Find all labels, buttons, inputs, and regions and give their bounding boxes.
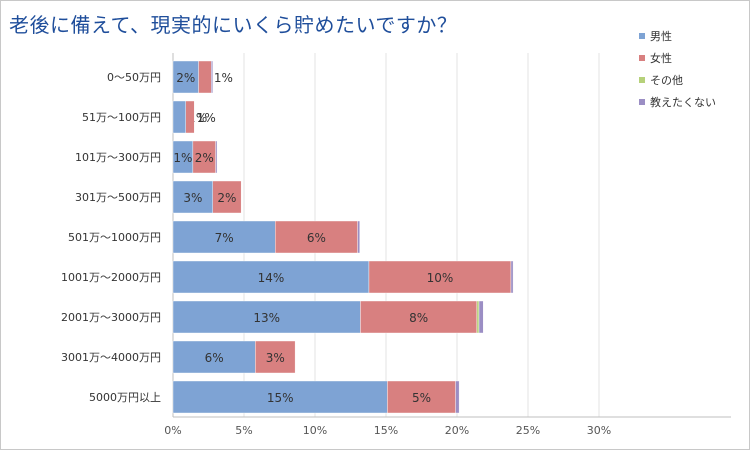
data-label: 6% bbox=[205, 351, 224, 365]
data-label: 13% bbox=[253, 311, 280, 325]
bar-segment bbox=[172, 180, 213, 214]
bar-segment bbox=[255, 340, 296, 374]
category-label: 301万〜500万円 bbox=[75, 191, 161, 204]
data-label: 1% bbox=[173, 151, 192, 165]
bar-segment bbox=[476, 300, 480, 334]
bar-segment bbox=[360, 300, 478, 334]
legend-swatch bbox=[639, 77, 645, 83]
x-tick-label: 5% bbox=[235, 424, 252, 437]
category-label: 5000万円以上 bbox=[89, 391, 161, 404]
category-label: 3001万〜4000万円 bbox=[61, 351, 161, 364]
x-tick-label: 15% bbox=[374, 424, 398, 437]
data-label: 14% bbox=[258, 271, 285, 285]
bar-segment bbox=[198, 60, 212, 94]
x-tick-label: 30% bbox=[587, 424, 611, 437]
data-label: 2% bbox=[176, 71, 195, 85]
bar-segment bbox=[510, 260, 514, 294]
legend-label: その他 bbox=[650, 74, 683, 87]
bar-segment bbox=[368, 260, 512, 294]
data-label: 3% bbox=[266, 351, 285, 365]
data-label: 15% bbox=[267, 391, 294, 405]
data-label: 7% bbox=[215, 231, 234, 245]
data-label: 1% bbox=[214, 71, 233, 85]
category-label: 2001万〜3000万円 bbox=[61, 311, 161, 324]
legend-item: 女性 bbox=[639, 50, 672, 66]
category-label: 501万〜1000万円 bbox=[68, 231, 161, 244]
bar-segment bbox=[215, 140, 218, 174]
legend-label: 男性 bbox=[650, 30, 672, 43]
x-tick-label: 25% bbox=[516, 424, 540, 437]
x-tick-label: 0% bbox=[164, 424, 181, 437]
bar-segment bbox=[212, 180, 242, 214]
legend-item: その他 bbox=[639, 72, 683, 88]
data-label: 8% bbox=[409, 311, 428, 325]
legend-item: 男性 bbox=[639, 28, 672, 44]
bar-segment bbox=[172, 260, 370, 294]
bar-segment bbox=[172, 60, 199, 94]
category-label: 51万〜100万円 bbox=[82, 111, 161, 124]
data-label: 10% bbox=[427, 271, 454, 285]
data-label: 3% bbox=[183, 191, 202, 205]
x-tick-label: 10% bbox=[303, 424, 327, 437]
bar-segment bbox=[478, 300, 484, 334]
legend-item: 教えたくない bbox=[639, 94, 716, 110]
bar-segment bbox=[455, 380, 460, 414]
bar-segment bbox=[387, 380, 456, 414]
bar-segment bbox=[172, 340, 256, 374]
bar-segment bbox=[172, 380, 388, 414]
bar-segment bbox=[172, 100, 186, 134]
bar-segment bbox=[275, 220, 358, 254]
bar-segment bbox=[357, 220, 360, 254]
chart-title: 老後に備えて、現実的にいくら貯めたいですか？ bbox=[9, 13, 458, 37]
data-label: 1% bbox=[197, 111, 216, 125]
bar-segment bbox=[185, 100, 195, 134]
bar-segment bbox=[172, 220, 276, 254]
bar-segment bbox=[211, 60, 213, 94]
data-label: 2% bbox=[195, 151, 214, 165]
bar-segment bbox=[172, 300, 361, 334]
x-tick-label: 20% bbox=[445, 424, 469, 437]
legend-swatch bbox=[639, 99, 645, 105]
legend-swatch bbox=[639, 55, 645, 61]
category-label: 0〜50万円 bbox=[107, 71, 161, 84]
data-label: 6% bbox=[307, 231, 326, 245]
category-label: 1001万〜2000万円 bbox=[61, 271, 161, 284]
category-label: 101万〜300万円 bbox=[75, 151, 161, 164]
data-label: 5% bbox=[412, 391, 431, 405]
legend-swatch bbox=[639, 33, 645, 39]
legend-label: 教えたくない bbox=[650, 96, 716, 109]
data-label: 2% bbox=[217, 191, 236, 205]
legend-label: 女性 bbox=[650, 52, 672, 65]
